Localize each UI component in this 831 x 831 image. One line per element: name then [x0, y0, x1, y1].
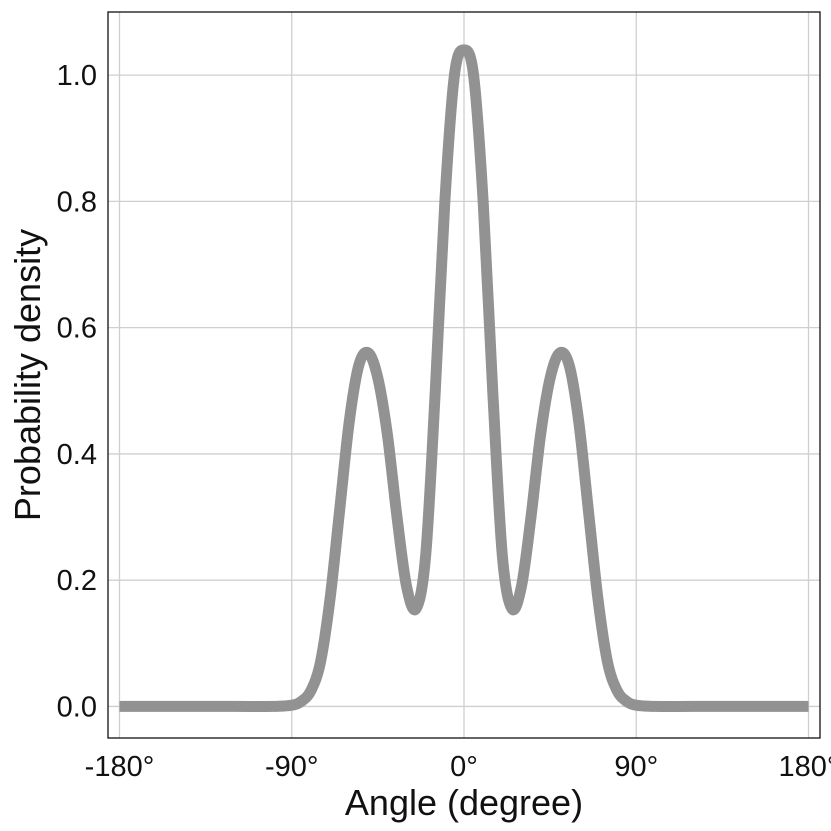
grid	[108, 12, 820, 738]
x-tick-label: -180°	[85, 751, 155, 783]
x-tick-label: 0°	[450, 751, 478, 783]
density-curve	[119, 44, 809, 713]
y-tick-label: 0.2	[57, 565, 97, 597]
y-tick-label: 1.0	[57, 60, 97, 92]
x-tick-label: -90°	[265, 751, 319, 783]
y-axis-title: Probability density	[7, 229, 48, 521]
x-tick-label: 90°	[614, 751, 658, 783]
y-tick-label: 0.6	[57, 313, 97, 345]
x-axis-title: Angle (degree)	[345, 782, 583, 823]
series-layer	[119, 44, 809, 713]
y-tick-label: 0.8	[57, 186, 97, 218]
tick-labels: -180° -90° 0° 90° 180° 0.0 0.2 0.4 0.6 0.8 1.0	[57, 60, 831, 783]
x-tick-label: 180°	[779, 751, 831, 783]
y-tick-label: 0.0	[57, 691, 97, 723]
plot-frame	[107, 11, 821, 739]
y-tick-label: 0.4	[57, 439, 97, 471]
